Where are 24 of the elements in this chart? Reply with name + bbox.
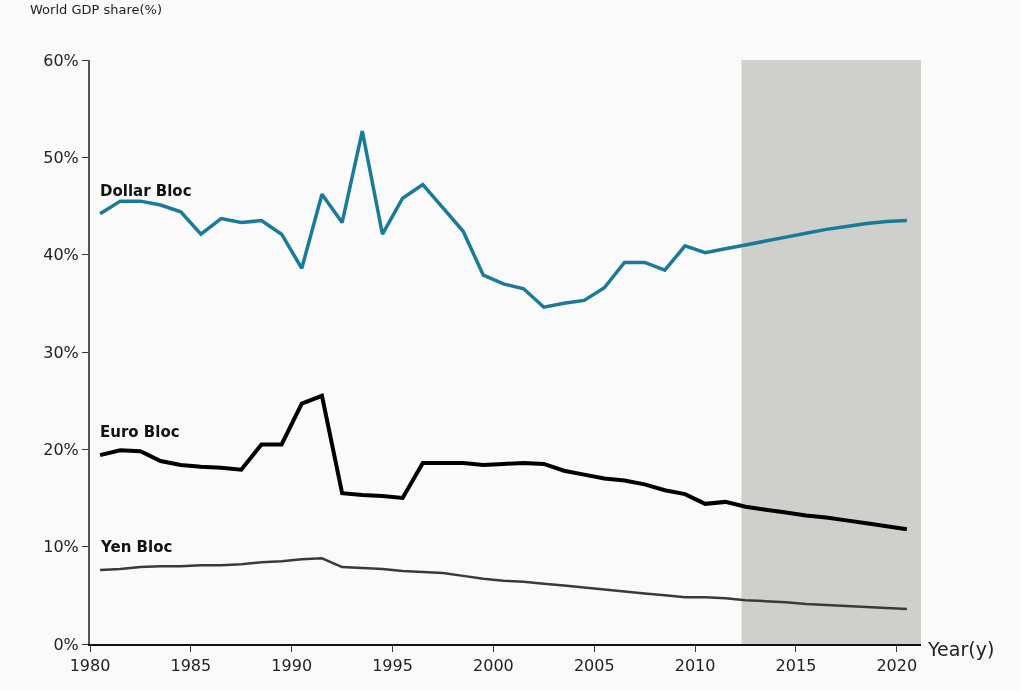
y-tick-label: 0% [53, 634, 79, 654]
y-tick-label: 40% [43, 245, 79, 265]
series-label: Euro Bloc [100, 423, 180, 441]
y-tick-label: 10% [43, 537, 79, 557]
y-tick-label: 50% [43, 147, 79, 167]
series-label: Dollar Bloc [100, 182, 192, 200]
y-axis-title: World GDP share(%) [30, 2, 162, 17]
x-tick-label: 1980 [69, 656, 111, 676]
x-tick-label: 1995 [372, 656, 413, 676]
line-series [98, 129, 909, 309]
x-tick-label: 2010 [674, 656, 716, 676]
x-tick-label: 1985 [170, 656, 212, 676]
x-axis-title: Year(y) [927, 638, 995, 660]
line-series [98, 557, 909, 611]
y-tick-label: 30% [43, 342, 79, 362]
x-tick-label: 2005 [573, 656, 615, 676]
x-tick-label: 2000 [473, 656, 514, 676]
y-tick-label: 20% [43, 439, 79, 459]
series-label: Yen Bloc [100, 538, 173, 556]
x-tick-label: 2015 [775, 656, 817, 676]
line-series [98, 393, 909, 532]
y-tick-label: 60% [43, 50, 79, 70]
x-tick-label: 2020 [876, 656, 918, 676]
x-tick-label: 1990 [271, 656, 313, 676]
